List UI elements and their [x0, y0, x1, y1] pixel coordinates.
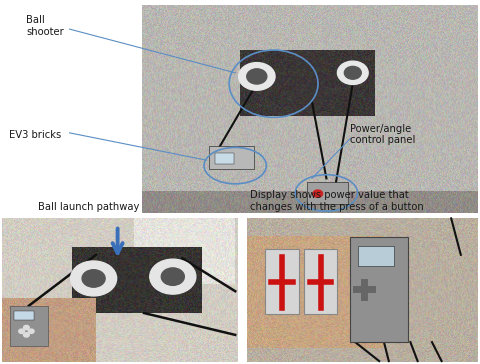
Circle shape: [247, 69, 267, 84]
Circle shape: [28, 329, 34, 333]
Circle shape: [24, 333, 29, 337]
FancyBboxPatch shape: [265, 249, 299, 314]
Text: Ball launch pathway: Ball launch pathway: [38, 202, 140, 212]
Circle shape: [150, 259, 196, 294]
Circle shape: [337, 61, 368, 84]
Text: Ball
shooter: Ball shooter: [26, 15, 64, 37]
Circle shape: [239, 63, 275, 90]
Circle shape: [24, 325, 29, 330]
Text: EV3 bricks: EV3 bricks: [9, 130, 61, 140]
Circle shape: [344, 66, 361, 79]
Circle shape: [161, 268, 184, 285]
FancyBboxPatch shape: [358, 246, 394, 266]
Circle shape: [313, 190, 323, 197]
Text: Power/angle
control panel: Power/angle control panel: [350, 124, 416, 146]
FancyBboxPatch shape: [215, 153, 234, 164]
Circle shape: [19, 329, 24, 333]
FancyBboxPatch shape: [14, 311, 34, 320]
FancyBboxPatch shape: [209, 146, 254, 169]
Text: Display shows power value that
changes with the press of a button: Display shows power value that changes w…: [250, 190, 423, 212]
FancyBboxPatch shape: [307, 182, 348, 204]
FancyBboxPatch shape: [350, 237, 408, 342]
FancyBboxPatch shape: [304, 249, 337, 314]
Circle shape: [82, 270, 105, 287]
Circle shape: [71, 261, 117, 296]
FancyBboxPatch shape: [10, 306, 48, 346]
